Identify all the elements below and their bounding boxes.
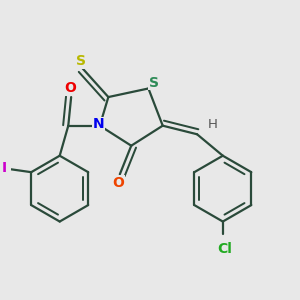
Text: I: I (2, 161, 7, 175)
Text: O: O (112, 176, 124, 190)
Text: Cl: Cl (217, 242, 232, 256)
Text: S: S (76, 54, 86, 68)
Text: H: H (208, 118, 218, 131)
Text: S: S (149, 76, 159, 90)
Text: N: N (92, 117, 104, 131)
Text: O: O (64, 82, 76, 95)
